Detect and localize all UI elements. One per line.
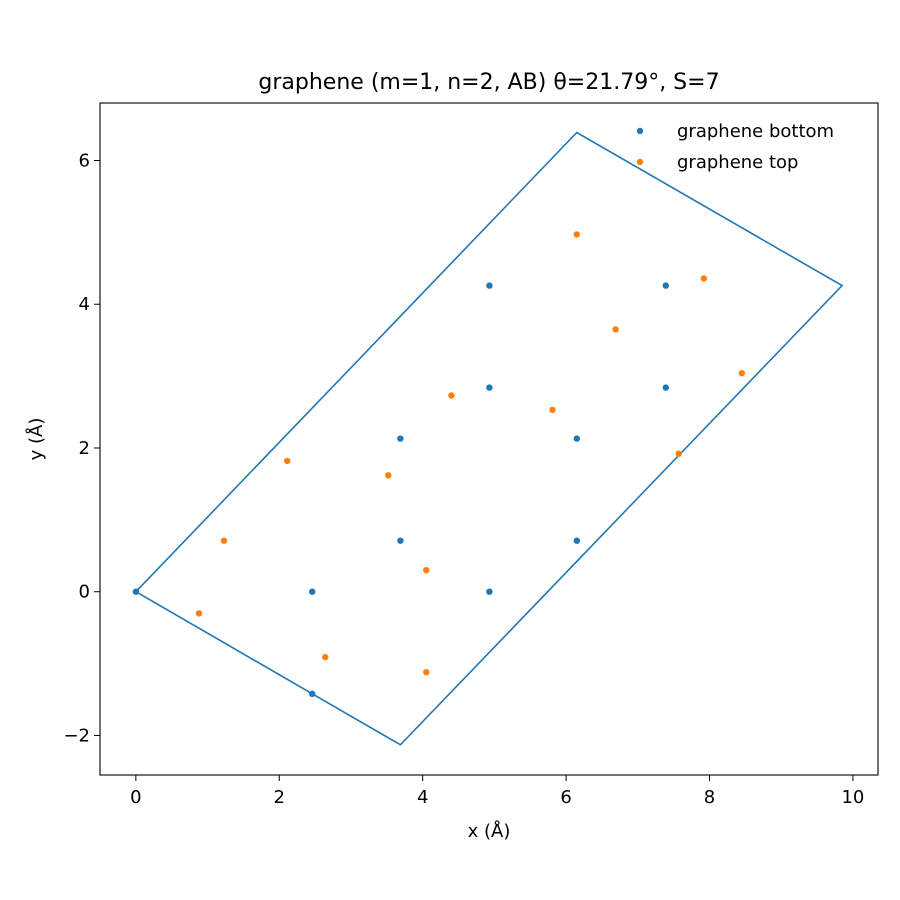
y-tick-label: 6 xyxy=(79,150,90,171)
x-tick-label: 0 xyxy=(130,787,141,808)
legend-label: graphene top xyxy=(677,152,798,173)
y-tick-label: 4 xyxy=(79,294,90,315)
bottom-atom-point xyxy=(486,588,493,595)
top-atom-point xyxy=(612,326,619,333)
top-atom-point xyxy=(322,653,329,661)
x-axis-label: x (Å) xyxy=(468,820,511,842)
top-atom-point xyxy=(220,537,228,544)
x-tick-label: 10 xyxy=(841,787,864,808)
bottom-atom-point xyxy=(309,690,316,697)
chart-title: graphene (m=1, n=2, AB) θ=21.79°, S=7 xyxy=(258,70,719,95)
plot-frame xyxy=(99,102,879,776)
x-tick-label: 4 xyxy=(417,787,428,808)
bottom-atom-point xyxy=(573,537,580,544)
bottom-atom-point xyxy=(397,537,404,544)
top-atom-point xyxy=(423,669,430,676)
x-tick-label: 8 xyxy=(704,787,715,808)
top-atom-point xyxy=(573,231,580,238)
top-atom-point xyxy=(423,567,430,574)
top-atom-point xyxy=(195,610,203,617)
y-axis-label: y (Å) xyxy=(25,418,47,461)
bottom-atom-point xyxy=(397,435,404,442)
bottom-atom-point xyxy=(662,384,669,391)
bottom-atom-point xyxy=(309,588,316,595)
top-atom-point xyxy=(700,275,707,282)
y-tick-label: 0 xyxy=(79,582,90,603)
top-atom-point xyxy=(385,472,392,479)
bottom-atom-point xyxy=(132,588,140,595)
top-atom-point xyxy=(284,457,291,465)
legend-marker xyxy=(636,158,644,166)
bottom-atom-point xyxy=(486,384,493,391)
y-tick-label: 2 xyxy=(79,438,90,459)
top-atom-point xyxy=(448,392,455,399)
bottom-atom-point xyxy=(486,282,493,289)
x-tick-label: 2 xyxy=(274,787,285,808)
top-atom-point xyxy=(675,450,682,457)
bottom-atom-point xyxy=(662,282,669,289)
bottom-atom-point xyxy=(573,435,580,442)
top-atom-point xyxy=(549,406,556,414)
y-axis: −2 0 2 4 6 xyxy=(63,150,100,746)
x-axis: 0 2 4 6 8 10 xyxy=(130,775,864,808)
x-tick-label: 6 xyxy=(560,787,571,808)
legend-marker xyxy=(636,127,644,135)
y-tick-label: −2 xyxy=(63,725,90,746)
legend-label: graphene bottom xyxy=(677,121,834,142)
legend: graphene bottom graphene top xyxy=(636,121,834,173)
plot-layer xyxy=(132,131,844,746)
top-atom-point xyxy=(738,370,745,377)
